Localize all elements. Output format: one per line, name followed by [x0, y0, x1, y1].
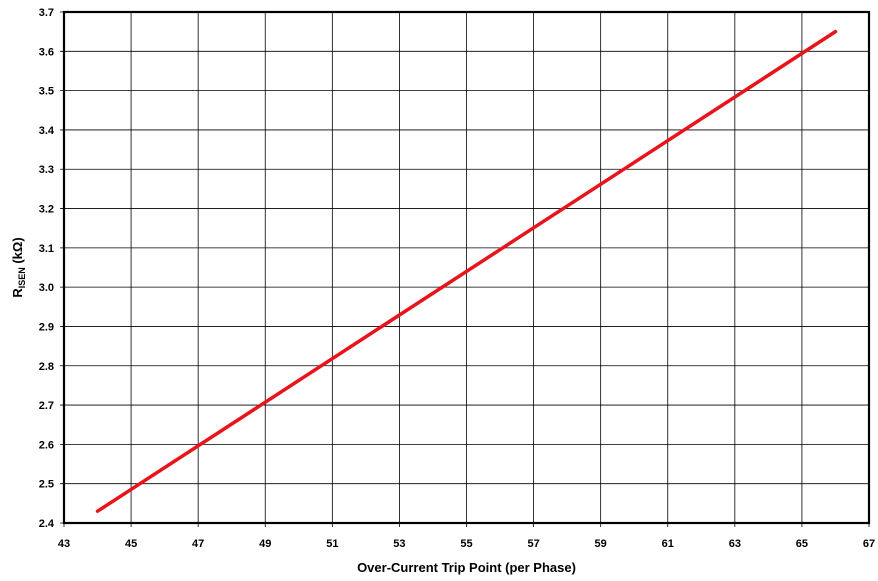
x-tick-label: 53 — [393, 538, 405, 550]
y-tick-label: 3.1 — [39, 243, 54, 255]
y-axis-title-sub: ISEN — [17, 267, 27, 288]
y-tick-label: 3.7 — [39, 7, 54, 19]
x-tick-label: 55 — [460, 538, 472, 550]
y-axis-title-suffix: (kΩ) — [10, 237, 25, 267]
y-tick-labels: 2.4 2.5 2.6 2.7 2.8 2.9 3.0 3.1 3.2 3.3 3.4 3.5 3.6 3… — [39, 7, 55, 530]
y-tick-label: 3.5 — [39, 86, 54, 98]
x-tick-label: 57 — [527, 538, 539, 550]
x-tick-label: 63 — [729, 538, 741, 550]
x-tick-label: 51 — [326, 538, 338, 550]
series-layer — [95, 29, 838, 513]
y-tick-label: 2.7 — [39, 400, 54, 412]
y-tick-label: 2.5 — [39, 479, 54, 491]
y-tick-label: 3.6 — [39, 46, 54, 58]
y-tick-label: 3.4 — [39, 125, 55, 137]
x-tick-label: 61 — [662, 538, 674, 550]
y-axis-title: RISEN (kΩ) — [10, 237, 27, 297]
y-tick-label: 3.2 — [39, 204, 54, 216]
x-tick-label: 67 — [863, 538, 875, 550]
x-axis-title: Over-Current Trip Point (per Phase) — [357, 560, 576, 575]
y-axis-title-base: R — [10, 288, 25, 298]
x-tick-label: 43 — [58, 538, 70, 550]
series-line — [95, 29, 838, 513]
y-tick-label: 3.0 — [39, 282, 54, 294]
plot-frame — [62, 10, 871, 525]
x-tick-label: 45 — [125, 538, 137, 550]
x-tick-labels: 43 45 47 49 51 53 55 57 59 61 63 65 67 — [58, 538, 875, 550]
x-tick-label: 47 — [192, 538, 204, 550]
y-tick-label: 2.6 — [39, 439, 54, 451]
x-tick-label: 59 — [595, 538, 607, 550]
y-tick-label: 2.8 — [39, 361, 54, 373]
y-tick-label: 2.9 — [39, 321, 54, 333]
y-tick-label: 2.4 — [39, 518, 55, 530]
x-tick-label: 49 — [259, 538, 271, 550]
y-tick-label: 3.3 — [39, 164, 54, 176]
x-tick-label: 65 — [796, 538, 808, 550]
